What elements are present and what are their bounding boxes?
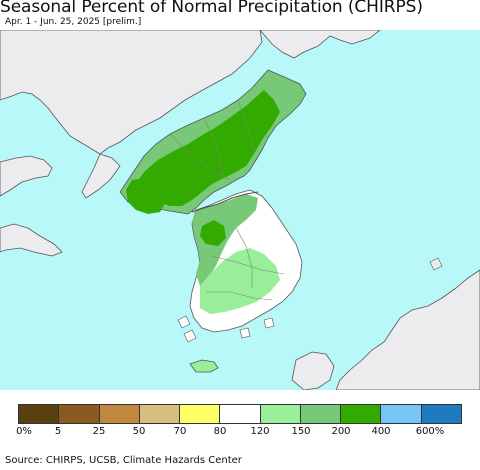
legend-label: 70 xyxy=(173,426,187,437)
precipitation-map xyxy=(0,30,480,390)
legend-label: 200 xyxy=(331,426,351,437)
japan-kyushu xyxy=(291,351,335,390)
legend-label: 50 xyxy=(132,426,146,437)
legend-labels: 0% 5 25 50 70 80 120 150 200 400 600% xyxy=(0,426,480,440)
northwest-coast-heavy-rain xyxy=(126,178,166,214)
north-korea-heavy-rain-zone xyxy=(134,90,280,206)
legend-label: 25 xyxy=(92,426,106,437)
legend-swatch xyxy=(300,405,342,423)
shandong-peninsula xyxy=(0,155,53,197)
legend-swatch xyxy=(99,405,140,423)
japan-honshu xyxy=(335,269,480,390)
jeju-island xyxy=(189,359,219,373)
legend-label: 150 xyxy=(291,426,311,437)
legend-color-bar xyxy=(18,404,462,424)
seoul-area-heavy-rain xyxy=(200,220,226,246)
legend-label: 80 xyxy=(213,426,227,437)
legend-swatch xyxy=(381,405,422,423)
legend-label: 600% xyxy=(415,426,445,437)
china-landmass xyxy=(0,30,263,155)
legend-swatch xyxy=(19,405,60,423)
legend-swatch xyxy=(421,405,461,423)
source-credit: Source: CHIRPS, UCSB, Climate Hazards Ce… xyxy=(5,455,242,466)
south-korea-wet-west xyxy=(192,194,258,286)
legend-swatch xyxy=(260,405,301,423)
legend-label: 5 xyxy=(54,426,62,437)
date-range-subtitle: Apr. 1 - Jun. 25, 2025 [prelim.] xyxy=(5,17,142,27)
legend-label: 0% xyxy=(16,426,32,437)
legend-swatch xyxy=(139,405,181,423)
legend-swatch xyxy=(220,405,261,423)
japan-island-north xyxy=(429,257,443,271)
province-boundaries xyxy=(169,99,285,301)
south-korea-moderate-wet xyxy=(200,248,280,314)
liaodong-peninsula xyxy=(81,153,121,199)
russia-landmass xyxy=(259,30,381,59)
legend-label: 400 xyxy=(371,426,391,437)
dmz-border xyxy=(191,191,259,213)
legend-swatch xyxy=(341,405,382,423)
legend-swatch xyxy=(180,405,221,423)
legend-swatch xyxy=(59,405,100,423)
china-coast-southwest xyxy=(0,223,63,257)
south-coast-islands xyxy=(177,315,275,343)
legend-label: 120 xyxy=(250,426,270,437)
map-title: Seasonal Percent of Normal Precipitation… xyxy=(0,0,423,17)
